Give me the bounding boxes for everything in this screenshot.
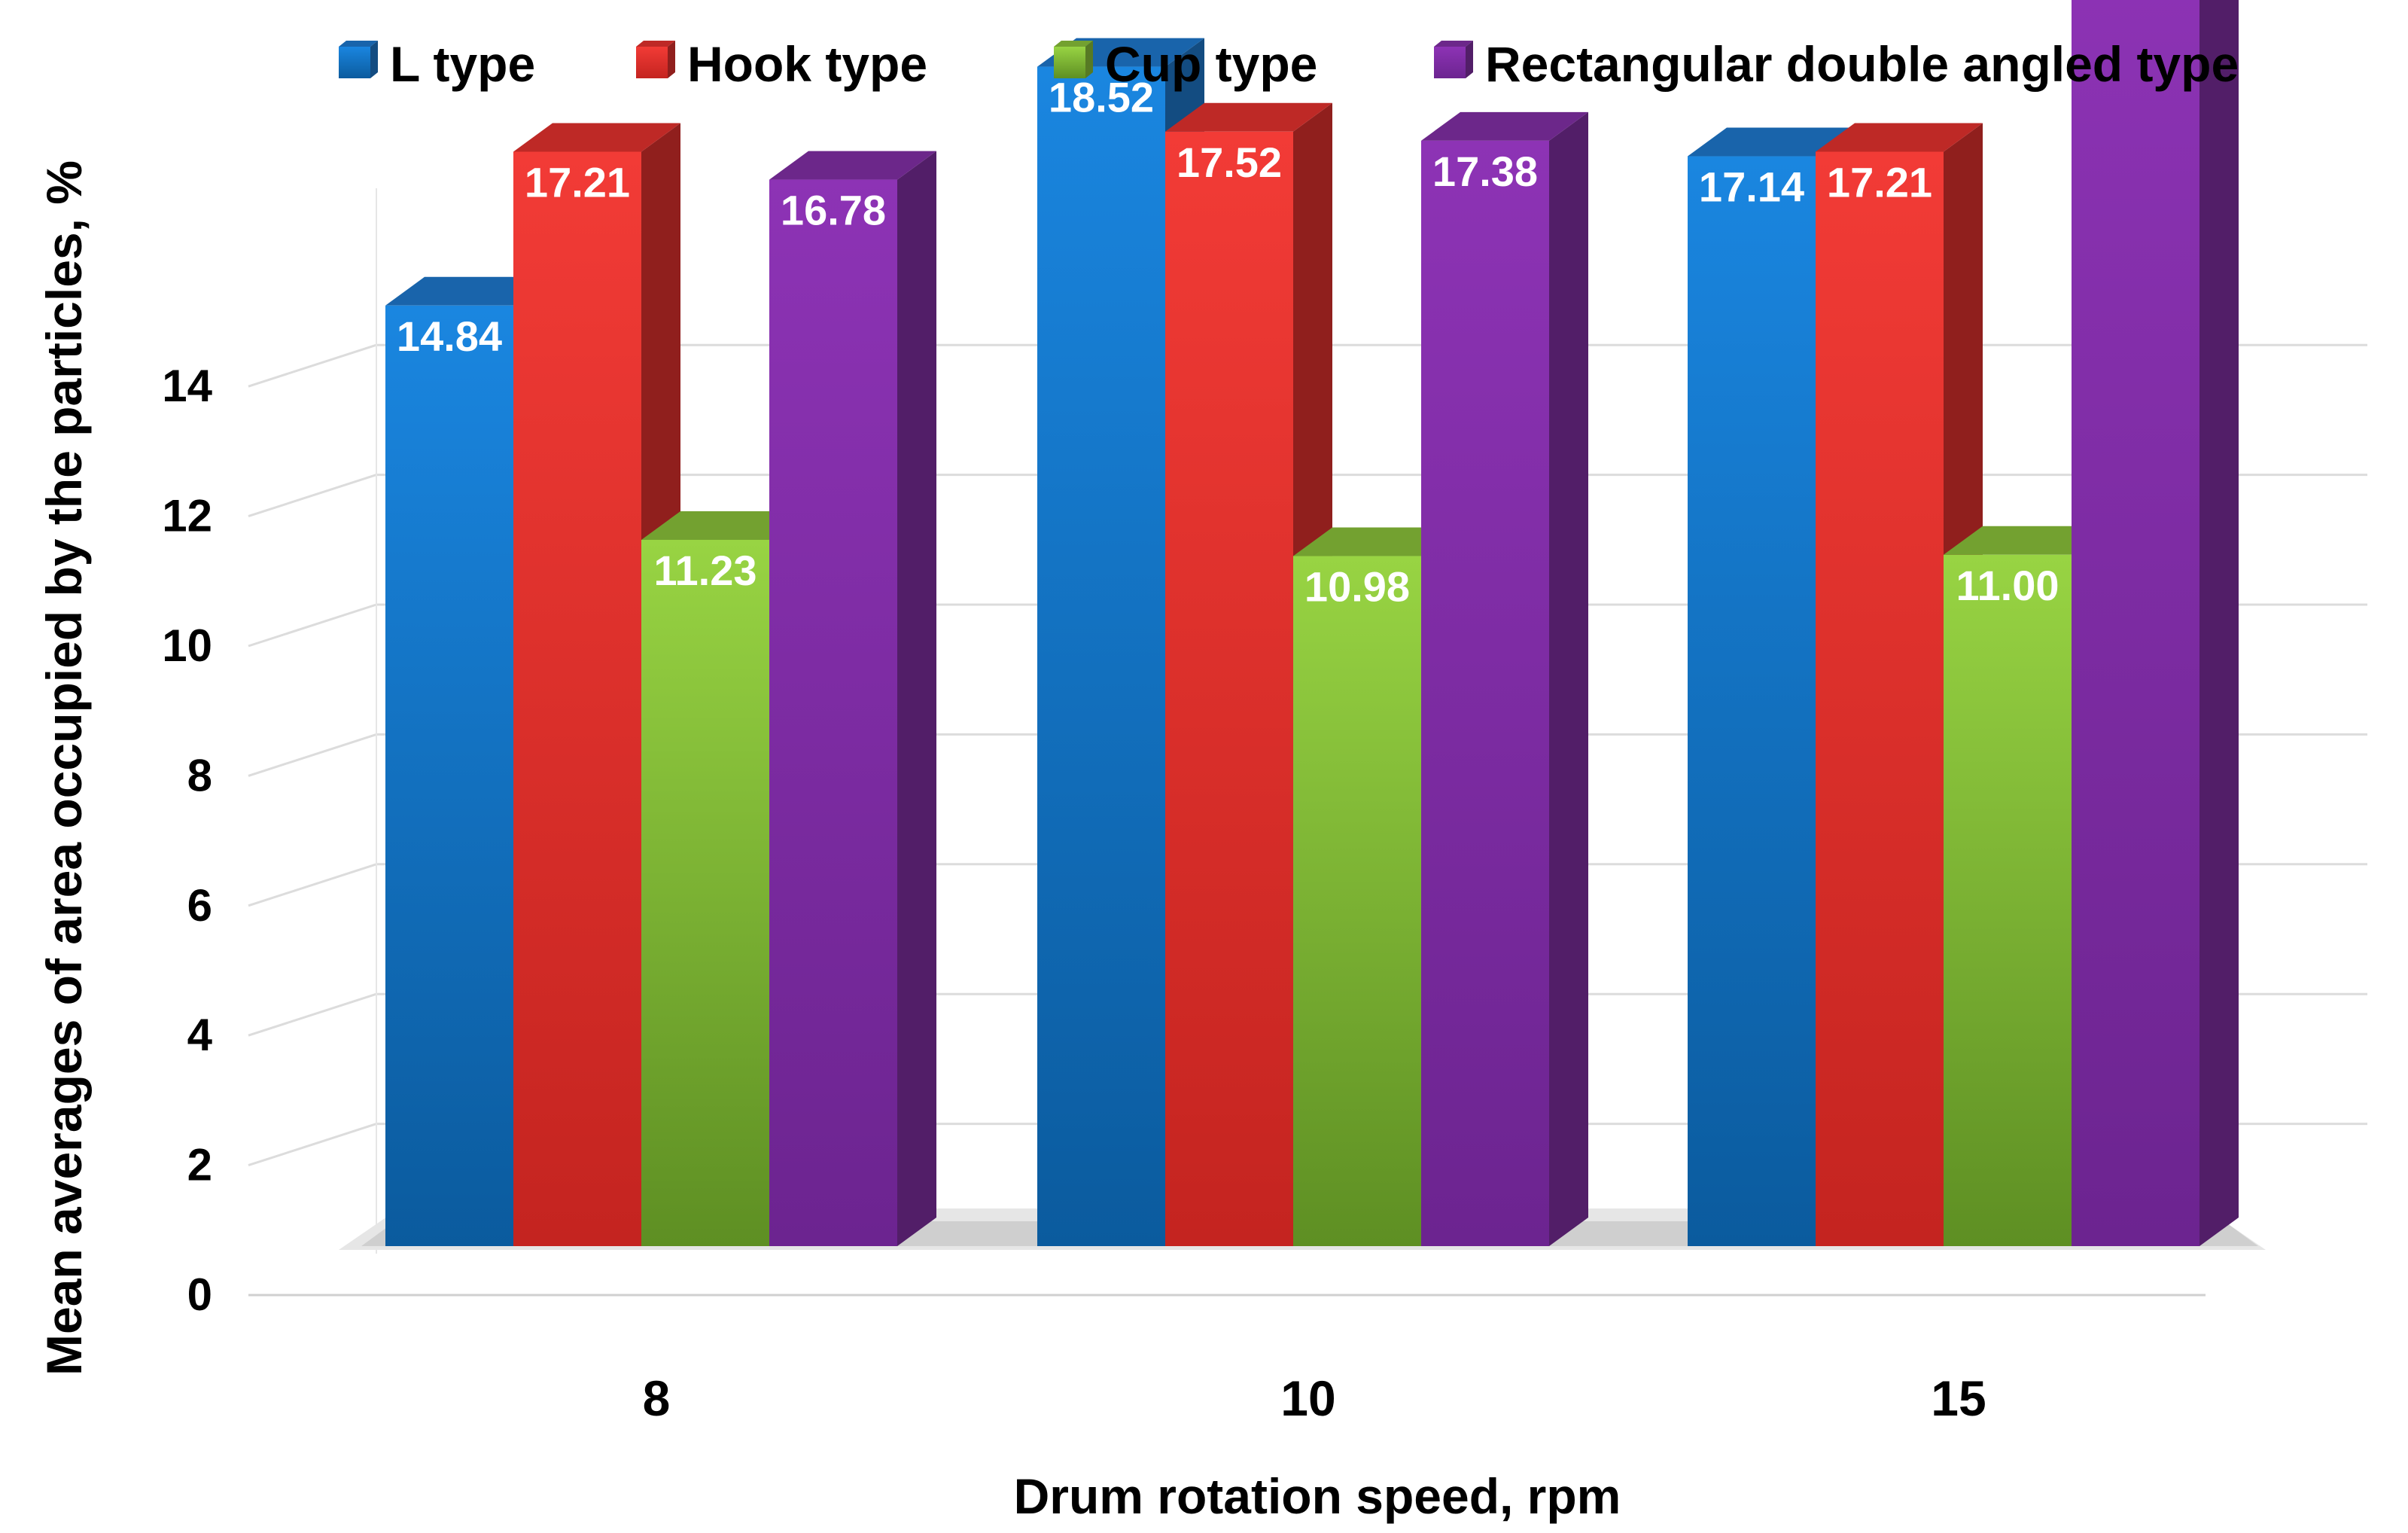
bar-top [1421, 111, 1588, 141]
bar-top [1165, 102, 1332, 132]
legend-swatch [636, 47, 668, 78]
bar-top [1688, 127, 1855, 157]
data-label: 16.78 [781, 187, 886, 234]
data-label: 18.52 [1049, 74, 1154, 121]
legend-swatch-side [370, 41, 378, 78]
bar-side [897, 151, 936, 1247]
bar [2072, 0, 2199, 1247]
legend-swatch-top [1054, 41, 1093, 47]
x-tick-label: 10 [1280, 1370, 1335, 1426]
bar-side [1549, 111, 1588, 1246]
y-tick-label: 8 [187, 750, 212, 800]
y-tick-label: 4 [187, 1010, 213, 1060]
data-label: 10.98 [1304, 563, 1410, 611]
y-tick-label: 0 [187, 1269, 212, 1320]
legend-label: L type [390, 36, 535, 92]
bar [1688, 156, 1816, 1247]
bars: 14.84 17.21 11.23 16.78 18.52 17.52 10.98 17.38… [385, 0, 2239, 1247]
y-tick-label: 14 [162, 361, 212, 411]
bar [1944, 554, 2072, 1246]
grid-line-diagonal [248, 992, 377, 1037]
bar [769, 179, 897, 1247]
bar-group-8: 14.84 17.21 11.23 16.78 [385, 123, 936, 1247]
bar [1165, 131, 1293, 1246]
legend-item: Hook type [636, 36, 927, 92]
bar-group-10: 18.52 17.52 10.98 17.38 [1037, 38, 1588, 1246]
data-label: 17.52 [1177, 139, 1282, 186]
bar-top [1944, 526, 2111, 555]
legend-item: Rectangular double angled type [1434, 36, 2239, 92]
x-tick-labels: 8 10 15 [643, 1370, 1986, 1426]
data-label: 17.21 [1827, 158, 1932, 206]
bar-group-15: 17.14 17.21 11.00 20.31 [1688, 0, 2239, 1247]
bar-top [1293, 527, 1460, 556]
y-tick-label: 12 [162, 491, 212, 541]
legend-swatch-side [668, 41, 675, 78]
bar-top [769, 151, 936, 180]
bar-top [1816, 123, 1983, 152]
bar [385, 305, 513, 1246]
data-label: 17.14 [1699, 163, 1804, 211]
y-tick-labels: 0 2 4 6 8 10 12 14 [162, 361, 212, 1320]
legend-swatch-side [1466, 41, 1473, 78]
legend-swatch-side [1085, 41, 1093, 78]
legend-item: L type [339, 36, 535, 92]
x-tick-label: 8 [643, 1370, 671, 1426]
bar-top [641, 510, 808, 540]
legend-label: Hook type [687, 36, 927, 92]
grid-line-diagonal [248, 603, 377, 648]
legend-swatch [1054, 47, 1085, 78]
legend: L type Hook type Cup type Rectangular doubl… [339, 36, 2239, 92]
bar-top [385, 276, 553, 306]
legend-swatch [339, 47, 370, 78]
grid-line-diagonal [248, 733, 377, 777]
legend-label: Cup type [1105, 36, 1317, 92]
legend-swatch-top [339, 41, 378, 47]
bar-side [2199, 0, 2239, 1246]
bar [1816, 151, 1944, 1246]
legend-swatch-top [1434, 41, 1473, 47]
legend-swatch [1434, 47, 1466, 78]
y-tick-label: 2 [187, 1140, 212, 1190]
grid-line-diagonal [248, 474, 377, 518]
y-axis-title: Mean averages of area occupied by the pa… [36, 160, 92, 1376]
legend-swatch-top [636, 41, 675, 47]
data-label: 17.21 [525, 158, 630, 206]
legend-item: Cup type [1054, 36, 1317, 92]
x-axis-title: Drum rotation speed, rpm [1014, 1468, 1621, 1524]
bar [1293, 556, 1421, 1246]
x-tick-label: 15 [1931, 1370, 1986, 1426]
y-tick-label: 6 [187, 880, 212, 931]
y-tick-label: 10 [162, 620, 212, 671]
bar-top [513, 123, 680, 152]
bar [1037, 66, 1165, 1246]
grid-line-diagonal [248, 1123, 377, 1167]
bar [641, 539, 769, 1246]
data-label: 20.31 [2083, 0, 2188, 5]
legend-label: Rectangular double angled type [1485, 36, 2239, 92]
data-label: 17.38 [1432, 148, 1538, 195]
data-label: 11.00 [1956, 562, 2059, 609]
grid-line-diagonal [248, 863, 377, 907]
data-label: 11.23 [653, 547, 756, 594]
bar [1421, 140, 1549, 1246]
grid-line-diagonal [248, 343, 377, 388]
data-label: 14.84 [397, 312, 502, 360]
bar [513, 151, 641, 1246]
